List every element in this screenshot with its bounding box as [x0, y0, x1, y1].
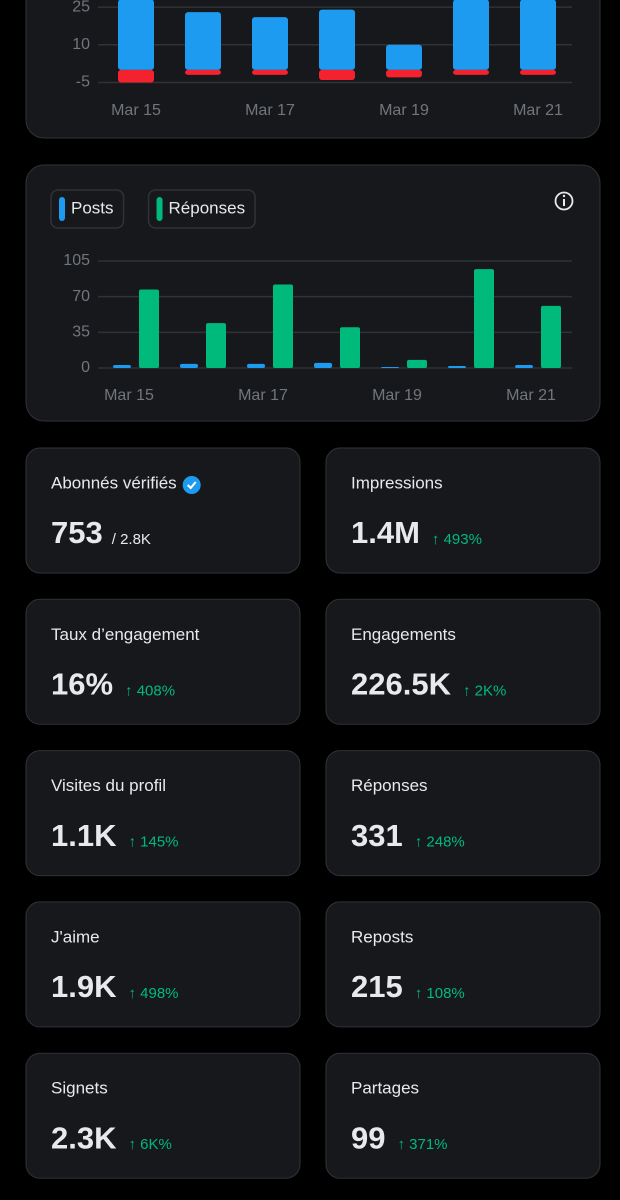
x-tick-label: Mar 15	[104, 387, 154, 404]
stat-card	[25, 447, 301, 574]
stat-label: Taux d’engagement	[51, 625, 200, 644]
x-tick-label: Mar 17	[238, 387, 288, 404]
legend-swatch	[156, 197, 163, 221]
stat-label: Reposts	[351, 927, 413, 946]
stat-label: Visites du profil	[51, 776, 166, 795]
x-tick-label: Mar 21	[506, 387, 556, 404]
bar	[520, 0, 556, 70]
stat-label: Impressions	[351, 473, 443, 492]
bar	[185, 12, 221, 70]
x-tick-label: Mar 19	[379, 102, 429, 119]
stat-change: ↑ 498%	[128, 985, 178, 1002]
stat-label: Abonnés vérifiés	[51, 473, 177, 492]
stat-label: Engagements	[351, 625, 456, 644]
stat-value: 99	[351, 1120, 385, 1155]
info-icon[interactable]	[554, 191, 574, 211]
bar	[113, 364, 131, 368]
bar	[453, 69, 489, 75]
bar	[185, 69, 221, 75]
legend-label: Réponses	[169, 198, 246, 217]
stat-card	[325, 1052, 601, 1179]
stat-value: 226.5K	[351, 666, 452, 701]
bar	[448, 365, 466, 368]
stat-value: 1.4M	[351, 515, 420, 550]
stat-value: 215	[351, 969, 403, 1004]
bar	[453, 0, 489, 70]
bar	[247, 363, 265, 368]
y-tick-label: 35	[72, 324, 90, 341]
bar	[340, 327, 360, 368]
bar	[118, 0, 154, 70]
bar	[273, 284, 293, 368]
stat-card	[25, 598, 301, 725]
stat-label: Signets	[51, 1079, 108, 1098]
legend-label: Posts	[71, 198, 114, 217]
bar	[386, 44, 422, 70]
y-tick-label: -5	[76, 74, 90, 91]
stat-label: J'aime	[51, 927, 100, 946]
legend-item[interactable]: Posts	[50, 189, 125, 229]
bar	[520, 69, 556, 75]
verified-check	[186, 481, 197, 490]
bar	[252, 17, 288, 70]
stat-change: ↑ 6K%	[128, 1136, 171, 1153]
stat-total: / 2.8K	[112, 531, 151, 548]
bar	[319, 9, 355, 70]
info-dot	[562, 194, 566, 198]
y-tick-label: 105	[63, 252, 90, 269]
stat-card	[325, 901, 601, 1028]
stat-change: ↑ 371%	[397, 1136, 447, 1153]
bar	[139, 289, 159, 368]
bar	[541, 305, 561, 368]
stat-card	[25, 750, 301, 877]
bar	[118, 69, 154, 83]
x-tick-label: Mar 19	[372, 387, 422, 404]
stat-card	[325, 447, 601, 574]
bar	[252, 69, 288, 75]
stat-value: 2.3K	[51, 1120, 117, 1155]
y-tick-label: 0	[81, 359, 90, 376]
x-tick-label: Mar 15	[111, 102, 161, 119]
bar	[206, 323, 226, 368]
legend-box	[50, 189, 125, 229]
info-circle	[554, 191, 574, 211]
bar	[180, 363, 198, 368]
y-tick-label: 10	[72, 36, 90, 53]
stat-value: 753	[51, 515, 103, 550]
bar	[515, 364, 533, 368]
stat-value: 1.9K	[51, 969, 117, 1004]
legend-item[interactable]: Réponses	[147, 189, 256, 229]
stat-card	[325, 598, 601, 725]
stat-card	[25, 1052, 301, 1179]
stat-value: 331	[351, 818, 403, 853]
y-tick-label: 70	[72, 288, 90, 305]
bar	[314, 362, 332, 368]
bar	[474, 269, 494, 368]
stat-card	[25, 901, 301, 1028]
bar	[381, 366, 399, 368]
legend-swatch	[59, 197, 65, 221]
stat-label: Réponses	[351, 776, 428, 795]
stat-change: ↑ 408%	[125, 682, 175, 699]
x-tick-label: Mar 17	[245, 102, 295, 119]
bar	[386, 69, 422, 78]
stat-change: ↑ 248%	[415, 834, 465, 851]
stat-change: ↑ 145%	[128, 834, 178, 851]
x-tick-label: Mar 21	[513, 102, 563, 119]
y-tick-label: 25	[72, 0, 90, 15]
legend-box	[147, 189, 256, 229]
verified-badge	[182, 476, 201, 494]
stat-change: ↑ 493%	[432, 531, 482, 548]
stat-value: 16%	[51, 666, 113, 701]
stat-change: ↑ 2K%	[463, 682, 506, 699]
bar	[407, 359, 427, 368]
bar	[319, 69, 355, 80]
stat-value: 1.1K	[51, 818, 117, 853]
stat-change: ↑ 108%	[415, 985, 465, 1002]
stat-label: Partages	[351, 1079, 419, 1098]
chart-card	[25, 164, 601, 422]
stat-card	[325, 750, 601, 877]
